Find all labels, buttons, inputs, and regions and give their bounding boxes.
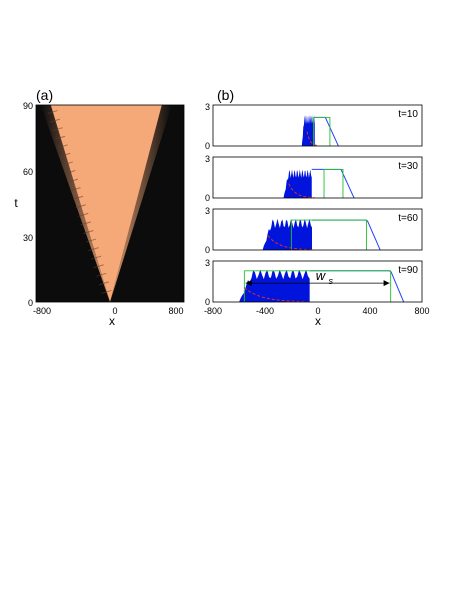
profile-panel-t10: 3 0 t=10 — [205, 102, 423, 151]
wedge-striation — [49, 118, 61, 123]
profile-frame — [212, 104, 423, 147]
envelope-line — [311, 168, 355, 199]
panel-a-label: (a) — [36, 87, 53, 103]
wedge-striation — [85, 238, 97, 243]
wedge-striation — [80, 221, 91, 226]
wedge-striation — [88, 247, 99, 252]
b-x-tick-0: 0 — [315, 306, 320, 316]
oscillation-fill — [301, 114, 315, 146]
x-tick-800: 800 — [168, 306, 183, 316]
profile-frame — [212, 260, 423, 303]
b-x-tick-neg400: -400 — [256, 306, 274, 316]
width-arrow-right-head — [383, 280, 390, 287]
time-label: t=10 — [398, 109, 418, 120]
b-x-axis-label: x — [315, 314, 321, 328]
panel-a-heatmap — [35, 104, 185, 303]
profile-frame — [212, 156, 423, 199]
profile-y-tick-3: 3 — [205, 206, 210, 216]
dashed-decay — [288, 183, 315, 199]
panel-b-profiles: 3 0 t=10 3 0 t=30 3 0 t=60 3 0 t=90 w s — [205, 102, 423, 307]
b-x-tick-800: 800 — [414, 306, 429, 316]
profile-y-tick-3: 3 — [205, 258, 210, 268]
wedge-striation — [98, 281, 109, 286]
y-tick-30: 30 — [23, 233, 33, 243]
panel-a-axes: 90 60 30 0 -800 0 800 x t — [14, 101, 183, 328]
wedge-left-glow — [40, 105, 110, 302]
oscillation-fill — [262, 218, 313, 250]
profile-frame — [212, 208, 423, 251]
wedge-striation — [72, 195, 84, 200]
profile-y-tick-0: 0 — [205, 297, 210, 307]
envelope-line — [312, 219, 381, 251]
profile-y-tick-3: 3 — [205, 102, 210, 112]
panel-b-label: (b) — [217, 87, 234, 103]
oscillation-fill — [283, 169, 312, 198]
profile-panel-t30: 3 0 t=30 — [205, 154, 423, 203]
b-x-tick-neg800: -800 — [204, 306, 222, 316]
profile-y-tick-0: 0 — [205, 193, 210, 203]
y-axis-label: t — [14, 196, 18, 210]
wedge-striation — [62, 161, 73, 166]
wedge-striation — [75, 204, 86, 209]
wedge-body — [50, 105, 162, 302]
dashed-decay — [306, 131, 319, 147]
width-arrow-left-head — [245, 280, 252, 287]
profile-y-tick-0: 0 — [205, 245, 210, 255]
y-tick-90: 90 — [23, 101, 33, 111]
time-label: t=30 — [398, 161, 418, 172]
wedge-striation — [57, 144, 68, 149]
heatmap-frame — [35, 104, 185, 303]
x-tick-neg800: -800 — [33, 306, 51, 316]
wedge-striation — [47, 110, 58, 115]
wedge-striation — [101, 289, 112, 294]
envelope-line — [314, 116, 339, 147]
b-x-tick-400: 400 — [362, 306, 377, 316]
profile-y-tick-0: 0 — [205, 141, 210, 151]
step-outline — [290, 219, 367, 250]
wedge-striation — [65, 170, 76, 175]
y-tick-60: 60 — [23, 167, 33, 177]
profile-panel-t60: 3 0 t=60 — [205, 206, 423, 255]
wedge-striation — [70, 187, 81, 192]
dashed-decay — [267, 235, 313, 251]
profile-panel-t90: 3 0 t=90 w s — [205, 258, 423, 307]
step-outline — [243, 270, 392, 302]
step-outline — [323, 168, 344, 198]
wedge-striation — [96, 272, 107, 277]
wedge-striation — [52, 127, 63, 132]
profile-y-tick-3: 3 — [205, 154, 210, 164]
wedge-striation — [60, 152, 71, 157]
oscillation-fill — [239, 269, 310, 302]
step-outline — [313, 116, 331, 146]
x-axis-label: x — [109, 314, 115, 328]
wedge-right-glow — [110, 105, 172, 302]
wedge-striation — [83, 229, 94, 234]
wedge-striation — [93, 264, 104, 269]
wedge-striation — [78, 212, 89, 217]
panel-b-axes: -800 -400 0 400 800 x — [204, 306, 430, 328]
time-label: t=60 — [398, 213, 418, 224]
time-label: t=90 — [398, 265, 418, 276]
width-annotation-subscript: s — [329, 276, 334, 286]
x-tick-0: 0 — [112, 306, 117, 316]
dashed-decay — [244, 287, 308, 303]
wedge-striation — [90, 255, 102, 260]
wedge-striation — [54, 135, 66, 140]
width-annotation: w — [316, 268, 327, 283]
wedge-striation — [67, 178, 79, 183]
y-tick-0: 0 — [28, 298, 33, 308]
